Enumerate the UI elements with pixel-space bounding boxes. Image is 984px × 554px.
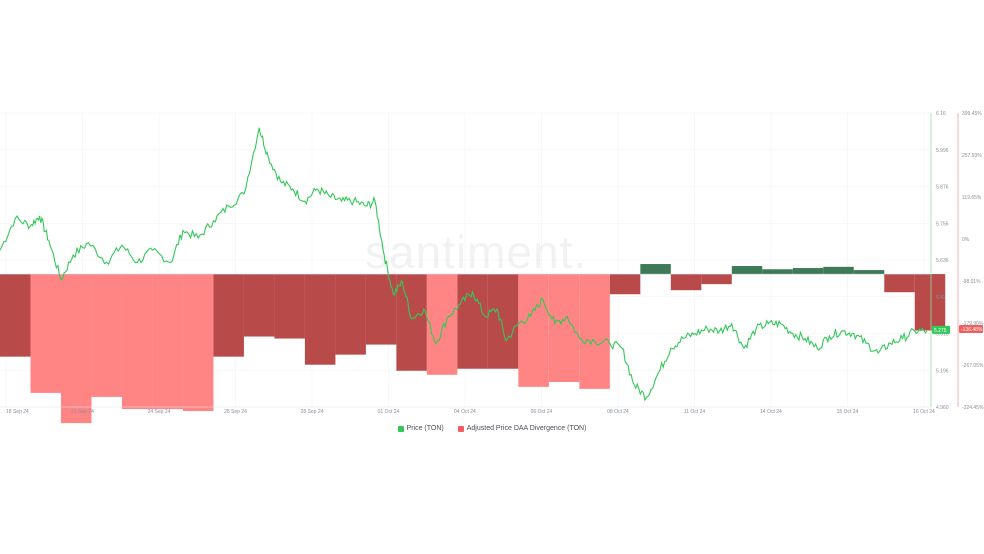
x-axis-tick: 14 Oct 24 bbox=[760, 409, 782, 415]
divergence-bar bbox=[91, 274, 122, 397]
divergence-bar bbox=[853, 270, 885, 275]
divergence-bar bbox=[457, 274, 488, 369]
price-value-badge bbox=[932, 325, 950, 334]
divergence-bar bbox=[731, 266, 763, 275]
x-axis-tick: 06 Oct 24 bbox=[531, 409, 553, 415]
divergence-bar bbox=[213, 274, 244, 357]
divergence-value-badge-label: -136.48% bbox=[961, 327, 983, 333]
divergence-bar bbox=[243, 274, 275, 337]
divergence-bar bbox=[884, 274, 915, 293]
x-axis-tick: 01 Oct 24 bbox=[378, 409, 400, 415]
divergence-bar bbox=[548, 274, 580, 383]
legend-item-divergence[interactable]: Adjusted Price DAA Divergence (TON) bbox=[457, 425, 587, 432]
divergence-axis-tick: 399.45% bbox=[962, 111, 982, 117]
price-axis-tick: 5.316 bbox=[936, 332, 949, 338]
divergence-axis-tick: -324.45% bbox=[962, 405, 984, 411]
x-axis-tick: 11 Oct 24 bbox=[684, 409, 706, 415]
divergence-axis-tick: -179.90% bbox=[962, 321, 984, 327]
divergence-axis-tick: -98.01% bbox=[962, 279, 981, 285]
x-axis-tick: 15 Oct 24 bbox=[837, 409, 859, 415]
divergence-bar bbox=[914, 274, 946, 331]
divergence-bar bbox=[579, 274, 610, 389]
divergence-bar bbox=[609, 274, 641, 295]
divergence-axis-tick: 257.93% bbox=[962, 153, 982, 159]
x-axis-tick: 21 Sep 24 bbox=[71, 409, 94, 415]
divergence-bar bbox=[365, 274, 397, 345]
legend-label-divergence: Adjusted Price DAA Divergence (TON) bbox=[466, 425, 587, 432]
price-axis-tick: 5.996 bbox=[936, 148, 949, 154]
divergence-bar bbox=[121, 274, 153, 410]
price-line bbox=[0, 127, 928, 402]
x-axis-tick: 04 Oct 24 bbox=[454, 409, 476, 415]
divergence-bar bbox=[487, 274, 519, 369]
divergence-bar bbox=[335, 274, 366, 355]
divergence-bar bbox=[30, 274, 61, 393]
price-axis-tick: 6.16 bbox=[936, 111, 946, 117]
x-axis-tick: 08 Oct 24 bbox=[607, 409, 629, 415]
divergence-bar bbox=[182, 274, 214, 412]
divergence-value-badge bbox=[959, 325, 983, 334]
x-axis: 18 Sep 24 21 Sep 24 24 Sep 24 28 Sep 24 28 S… bbox=[0, 406, 935, 415]
value-badges: 5.275 -136.48% bbox=[932, 325, 983, 334]
divergence-bars bbox=[0, 264, 946, 424]
divergence-bar bbox=[274, 274, 305, 339]
legend-item-price[interactable]: Price (TON) bbox=[397, 425, 444, 432]
price-axis-tick: 5.876 bbox=[936, 185, 949, 191]
watermark: santiment. bbox=[365, 226, 587, 278]
divergence-bar bbox=[60, 274, 92, 424]
divergence-bar bbox=[792, 268, 824, 275]
price-axis-tick: 4.960 bbox=[936, 405, 949, 411]
divergence-axis-tick: -267.05% bbox=[962, 363, 984, 369]
divergence-bar bbox=[152, 274, 183, 410]
divergence-bar bbox=[762, 269, 793, 275]
divergence-axis-tick: 119.65% bbox=[962, 195, 982, 201]
price-axis-tick: 5.196 bbox=[936, 368, 949, 374]
legend-label-price: Price (TON) bbox=[406, 425, 444, 432]
divergence-bar bbox=[670, 274, 702, 291]
divergence-bar bbox=[823, 266, 854, 275]
price-axis-tick: 5.42 bbox=[936, 295, 946, 301]
price-axis-tick: 5.636 bbox=[936, 258, 949, 264]
x-axis-tick: 18 Sep 24 bbox=[6, 409, 29, 415]
x-axis-tick: 16 Oct 24 bbox=[913, 409, 935, 415]
divergence-bar bbox=[304, 274, 336, 365]
legend-swatch-divergence bbox=[457, 425, 464, 432]
x-axis-tick: 28 Sep 24 bbox=[224, 409, 247, 415]
price-axis: 6.16 5.996 5.876 5.756 5.636 5.42 5.316 5.196 4.… bbox=[930, 111, 949, 411]
price-axis-tick: 5.756 bbox=[936, 221, 949, 227]
divergence-axis: 399.45% 257.93% 119.65% 0% -98.01% -179.90% -2… bbox=[957, 111, 984, 411]
divergence-bar bbox=[396, 274, 427, 371]
divergence-bar bbox=[426, 274, 458, 375]
divergence-bar bbox=[0, 274, 31, 357]
x-axis-tick: 24 Sep 24 bbox=[148, 409, 171, 415]
price-value-badge-label: 5.275 bbox=[934, 328, 947, 334]
divergence-bar bbox=[518, 274, 549, 387]
divergence-bar bbox=[701, 274, 732, 285]
legend-swatch-price bbox=[397, 425, 404, 432]
divergence-bar bbox=[640, 264, 671, 275]
x-axis-tick: 28 Sep 24 bbox=[301, 409, 324, 415]
legend: Price (TON) Adjusted Price DAA Divergenc… bbox=[0, 425, 984, 432]
divergence-axis-tick: 0% bbox=[962, 237, 970, 243]
